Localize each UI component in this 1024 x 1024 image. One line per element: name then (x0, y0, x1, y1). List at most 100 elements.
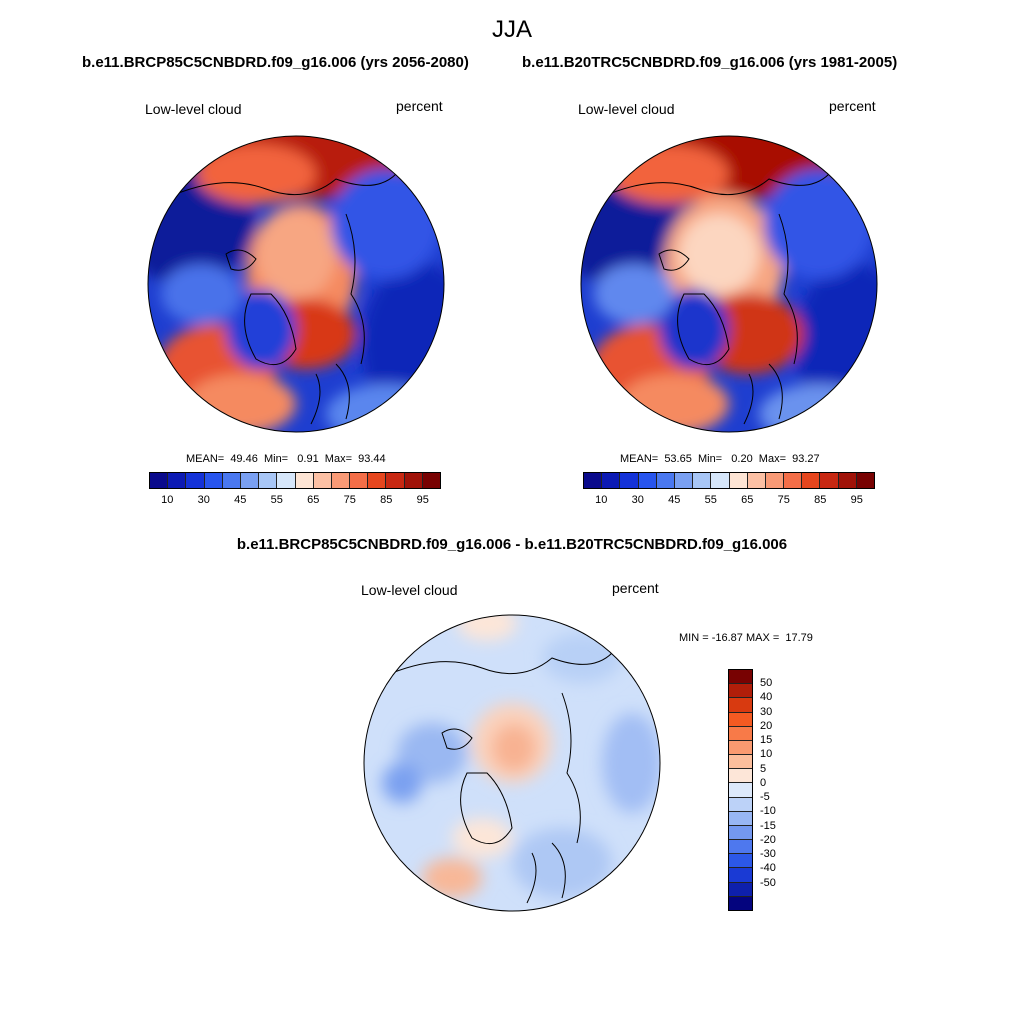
right-colorbar (583, 472, 875, 489)
colorbar-tick-label: 95 (850, 494, 863, 506)
colorbar-swatch (729, 712, 752, 727)
colorbar-swatch (729, 698, 752, 713)
diff-colorbar-ticks: 50 40 30 20 15 10 5 0 -5 -10 -15 -20 -30 -40 -50 (760, 669, 800, 911)
colorbar-swatch (729, 684, 752, 699)
diff-colorbar (728, 669, 753, 911)
colorbar-swatch (765, 473, 785, 488)
left-map-field (148, 136, 444, 432)
colorbar-swatch (656, 473, 675, 488)
colorbar-tick-label: 40 (760, 691, 773, 704)
colorbar-swatch (802, 473, 821, 488)
colorbar-tick-label: 20 (760, 719, 773, 732)
colorbar-swatch (222, 473, 241, 488)
colorbar-tick-label: 30 (760, 705, 773, 718)
left-colorbar (149, 472, 441, 489)
colorbar-swatch (638, 473, 657, 488)
colorbar-tick-label: -5 (760, 791, 770, 804)
colorbar-swatch (784, 473, 803, 488)
right-stats: MEAN= 53.65 Min= 0.20 Max= 93.27 (620, 453, 820, 465)
colorbar-tick-label: 10 (760, 748, 773, 761)
colorbar-tick-label: -15 (760, 819, 776, 832)
colorbar-swatch (729, 896, 752, 910)
colorbar-swatch (711, 473, 730, 488)
colorbar-swatch (729, 854, 752, 869)
colorbar-swatch (820, 473, 839, 488)
colorbar-swatch (602, 473, 621, 488)
colorbar-swatch (277, 473, 296, 488)
colorbar-tick-label: -20 (760, 833, 776, 846)
colorbar-tick-label: 10 (161, 494, 174, 506)
colorbar-tick-label: -30 (760, 848, 776, 861)
colorbar-swatch (295, 473, 314, 488)
colorbar-tick-label: 95 (416, 494, 429, 506)
colorbar-tick-label: -10 (760, 805, 776, 818)
colorbar-tick-label: -40 (760, 862, 776, 875)
colorbar-tick-label: -50 (760, 876, 776, 889)
diff-polar-map (363, 614, 661, 912)
colorbar-swatch (729, 882, 752, 897)
colorbar-swatch (674, 473, 694, 488)
colorbar-swatch (729, 473, 748, 488)
colorbar-swatch (729, 755, 752, 770)
colorbar-tick-label: 55 (704, 494, 717, 506)
right-units-label: percent (829, 98, 876, 114)
colorbar-tick-label: 45 (234, 494, 247, 506)
colorbar-tick-label: 30 (631, 494, 644, 506)
colorbar-swatch (729, 868, 752, 883)
right-polar-map (580, 135, 878, 433)
colorbar-swatch (693, 473, 712, 488)
colorbar-swatch (313, 473, 332, 488)
colorbar-tick-label: 5 (760, 762, 767, 775)
left-panel-title: b.e11.BRCP85C5CNBDRD.f09_g16.006 (yrs 20… (82, 54, 469, 71)
colorbar-swatch (838, 473, 857, 488)
colorbar-swatch (240, 473, 260, 488)
colorbar-swatch (368, 473, 387, 488)
diff-variable-label: Low-level cloud (361, 582, 458, 598)
colorbar-swatch (729, 783, 752, 798)
left-units-label: percent (396, 98, 443, 114)
colorbar-swatch (204, 473, 223, 488)
colorbar-swatch (729, 726, 752, 741)
colorbar-tick-label: 75 (343, 494, 356, 506)
colorbar-tick-label: 85 (380, 494, 393, 506)
left-stats: MEAN= 49.46 Min= 0.91 Max= 93.44 (186, 453, 386, 465)
right-panel-title: b.e11.B20TRC5CNBDRD.f09_g16.006 (yrs 198… (522, 54, 898, 71)
diff-units-label: percent (612, 580, 659, 596)
colorbar-swatch (422, 473, 440, 488)
colorbar-swatch (331, 473, 351, 488)
colorbar-swatch (584, 473, 603, 488)
colorbar-swatch (150, 473, 169, 488)
left-polar-map (147, 135, 445, 433)
colorbar-tick-label: 50 (760, 677, 773, 690)
colorbar-swatch (747, 473, 766, 488)
colorbar-tick-label: 30 (197, 494, 210, 506)
colorbar-tick-label: 55 (270, 494, 283, 506)
colorbar-swatch (186, 473, 205, 488)
colorbar-tick-label: 15 (760, 734, 773, 747)
colorbar-tick-label: 65 (307, 494, 320, 506)
colorbar-swatch (168, 473, 187, 488)
colorbar-tick-label: 10 (595, 494, 608, 506)
colorbar-swatch (729, 740, 752, 756)
season-title: JJA (491, 16, 532, 43)
diff-panel-title: b.e11.BRCP85C5CNBDRD.f09_g16.006 - b.e11… (236, 536, 788, 553)
colorbar-tick-label: 45 (668, 494, 681, 506)
colorbar-swatch (729, 825, 752, 841)
colorbar-tick-label: 75 (777, 494, 790, 506)
colorbar-swatch (856, 473, 874, 488)
colorbar-swatch (729, 840, 752, 855)
colorbar-tick-label: 65 (741, 494, 754, 506)
left-colorbar-ticks: 10 30 45 55 65 75 85 95 (149, 494, 441, 508)
colorbar-swatch (259, 473, 278, 488)
colorbar-swatch (729, 797, 752, 812)
diff-stats: MIN = -16.87 MAX = 17.79 (679, 632, 813, 644)
colorbar-tick-label: 0 (760, 776, 767, 789)
colorbar-tick-label: 85 (814, 494, 827, 506)
colorbar-swatch (729, 670, 752, 685)
colorbar-swatch (404, 473, 423, 488)
colorbar-swatch (729, 811, 752, 826)
right-variable-label: Low-level cloud (578, 101, 675, 117)
colorbar-swatch (729, 769, 752, 784)
colorbar-swatch (350, 473, 369, 488)
left-variable-label: Low-level cloud (145, 101, 242, 117)
